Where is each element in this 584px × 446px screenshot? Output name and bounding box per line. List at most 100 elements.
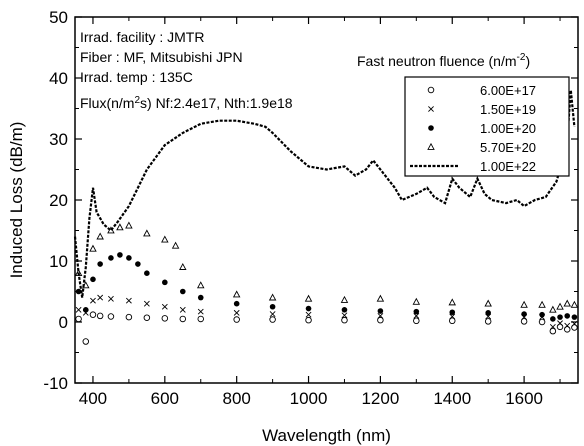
series-1.00E+22 (73, 90, 576, 298)
data-point (484, 299, 492, 307)
data-point (125, 313, 133, 321)
data-point (557, 314, 563, 320)
data-point (89, 244, 97, 252)
legend-label: 1.00E+20 (480, 121, 536, 136)
data-point (162, 279, 168, 286)
data-point (556, 302, 564, 310)
series-line (73, 90, 576, 298)
data-point (143, 229, 151, 237)
data-point (89, 311, 97, 318)
data-point (197, 315, 204, 323)
flux-sup: 2 (134, 95, 140, 106)
data-point (539, 311, 545, 318)
annotation-fiber: Fiber : MF, Mitsubishi JPN (80, 49, 243, 65)
data-point (116, 223, 124, 231)
annotation-facility: Irrad. facility : JMTR (80, 29, 204, 45)
axis-ticks: 400 600 800 1000 1200 1400 1600 -10 0 10 20 30 40 50 (43, 8, 578, 408)
data-point (108, 255, 114, 261)
y-tick-label: 50 (49, 8, 68, 27)
series-1.50E+19 (75, 294, 578, 330)
x-tick-label: 400 (79, 389, 107, 408)
data-point (571, 324, 578, 331)
data-point (449, 317, 456, 325)
data-point (179, 262, 187, 270)
data-point (97, 261, 103, 267)
legend-title-end: ) (525, 53, 530, 69)
legend-label: 5.70E+20 (480, 140, 536, 155)
data-point (107, 313, 115, 320)
data-point (269, 311, 276, 317)
data-point (377, 316, 384, 324)
data-point (125, 297, 132, 304)
data-point (305, 305, 312, 312)
data-point (197, 294, 204, 301)
series-1.00E+20 (75, 252, 578, 322)
legend-title-sup: -2 (517, 52, 526, 63)
x-tick-label: 600 (151, 389, 179, 408)
data-point (75, 306, 82, 313)
data-point (75, 315, 82, 323)
legend-swatch (427, 142, 435, 150)
data-point (449, 313, 456, 320)
x-tick-label: 1200 (361, 389, 399, 408)
data-point (233, 300, 240, 307)
data-point (304, 294, 313, 302)
data-marks (73, 90, 579, 345)
data-point (96, 312, 104, 320)
data-point (97, 294, 104, 301)
x-tick-label: 1000 (290, 389, 328, 408)
y-tick-label: 40 (49, 69, 68, 88)
data-point (179, 315, 187, 323)
data-point (549, 305, 557, 313)
data-point (341, 307, 348, 313)
y-tick-label: 10 (49, 252, 68, 271)
data-point (413, 312, 420, 319)
data-point (377, 312, 384, 319)
data-point (108, 295, 114, 302)
data-point (564, 313, 571, 319)
legend-title: Fast neutron fluence (n/m-2) (357, 52, 530, 69)
data-point (341, 312, 348, 319)
data-point (549, 327, 557, 335)
data-point (179, 288, 186, 295)
annotation-temp: Irrad. temp : 135C (80, 69, 193, 85)
data-point (550, 316, 556, 322)
data-point (570, 300, 579, 308)
data-point (413, 308, 420, 315)
data-point (305, 316, 312, 324)
data-point (117, 252, 123, 258)
data-point (135, 261, 141, 267)
data-point (520, 300, 528, 308)
x-tick-label: 1600 (505, 389, 543, 408)
flux-suffix: s) Nf:2.4e17, Nth:1.9e18 (140, 95, 293, 111)
data-point (161, 235, 169, 243)
data-point (377, 308, 384, 314)
data-point (90, 297, 96, 304)
info-annotations: Irrad. facility : JMTR Fiber : MF, Mitsu… (80, 29, 293, 111)
data-point (376, 294, 385, 302)
data-point (448, 298, 457, 306)
data-point (484, 318, 492, 325)
annotation-flux: Flux(n/m2s) Nf:2.4e17, Nth:1.9e18 (80, 95, 293, 111)
legend-swatch (428, 125, 434, 131)
data-point (412, 297, 421, 305)
data-point (233, 309, 240, 316)
data-point (125, 221, 133, 229)
x-tick-label: 1400 (433, 389, 471, 408)
data-point (179, 306, 186, 313)
data-point (144, 270, 150, 277)
data-point (449, 309, 456, 316)
data-point (305, 311, 312, 318)
data-point (557, 320, 563, 327)
y-axis-title: Induced Loss (dB/m) (7, 122, 26, 279)
data-point (233, 316, 240, 323)
y-tick-label: 0 (59, 313, 68, 332)
data-point (161, 315, 169, 322)
data-point (82, 338, 90, 345)
series-6.00E+17 (75, 311, 578, 345)
legend-swatch (427, 86, 435, 94)
data-point (269, 303, 276, 310)
data-point (96, 232, 104, 240)
y-tick-label: 20 (49, 191, 68, 210)
